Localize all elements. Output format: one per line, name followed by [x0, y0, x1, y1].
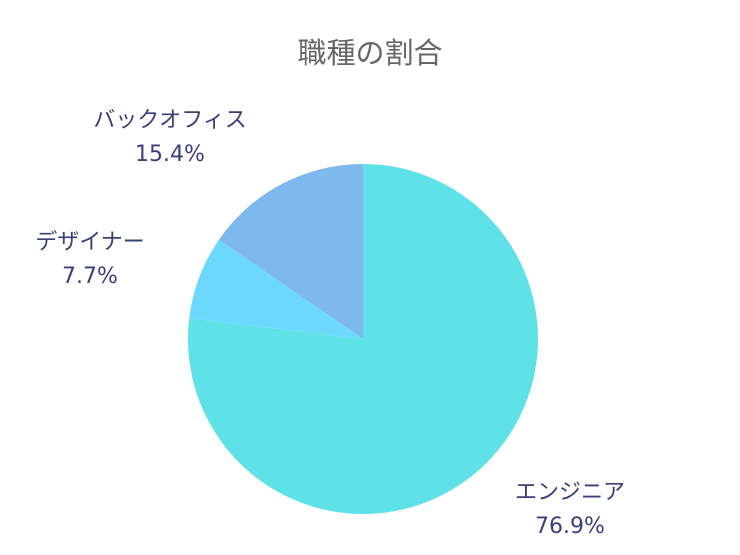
slice-label-engineer: エンジニア 76.9%: [500, 476, 640, 544]
chart-title: 職種の割合: [297, 36, 443, 70]
slice-label-designer: デザイナー 7.7%: [15, 226, 165, 294]
slice-label-engineer-name: エンジニア: [514, 480, 625, 505]
slice-label-backoffice-percent: 15.4%: [135, 142, 205, 167]
slice-label-backoffice: バックオフィス 15.4%: [70, 104, 270, 172]
pie-slice-designer: [189, 239, 363, 339]
slice-label-engineer-percent: 76.9%: [535, 514, 605, 539]
slice-label-designer-percent: 7.7%: [62, 264, 118, 289]
pie-slice-backoffice: [218, 164, 363, 339]
slice-label-backoffice-name: バックオフィス: [93, 108, 247, 133]
slice-label-designer-name: デザイナー: [35, 230, 145, 255]
